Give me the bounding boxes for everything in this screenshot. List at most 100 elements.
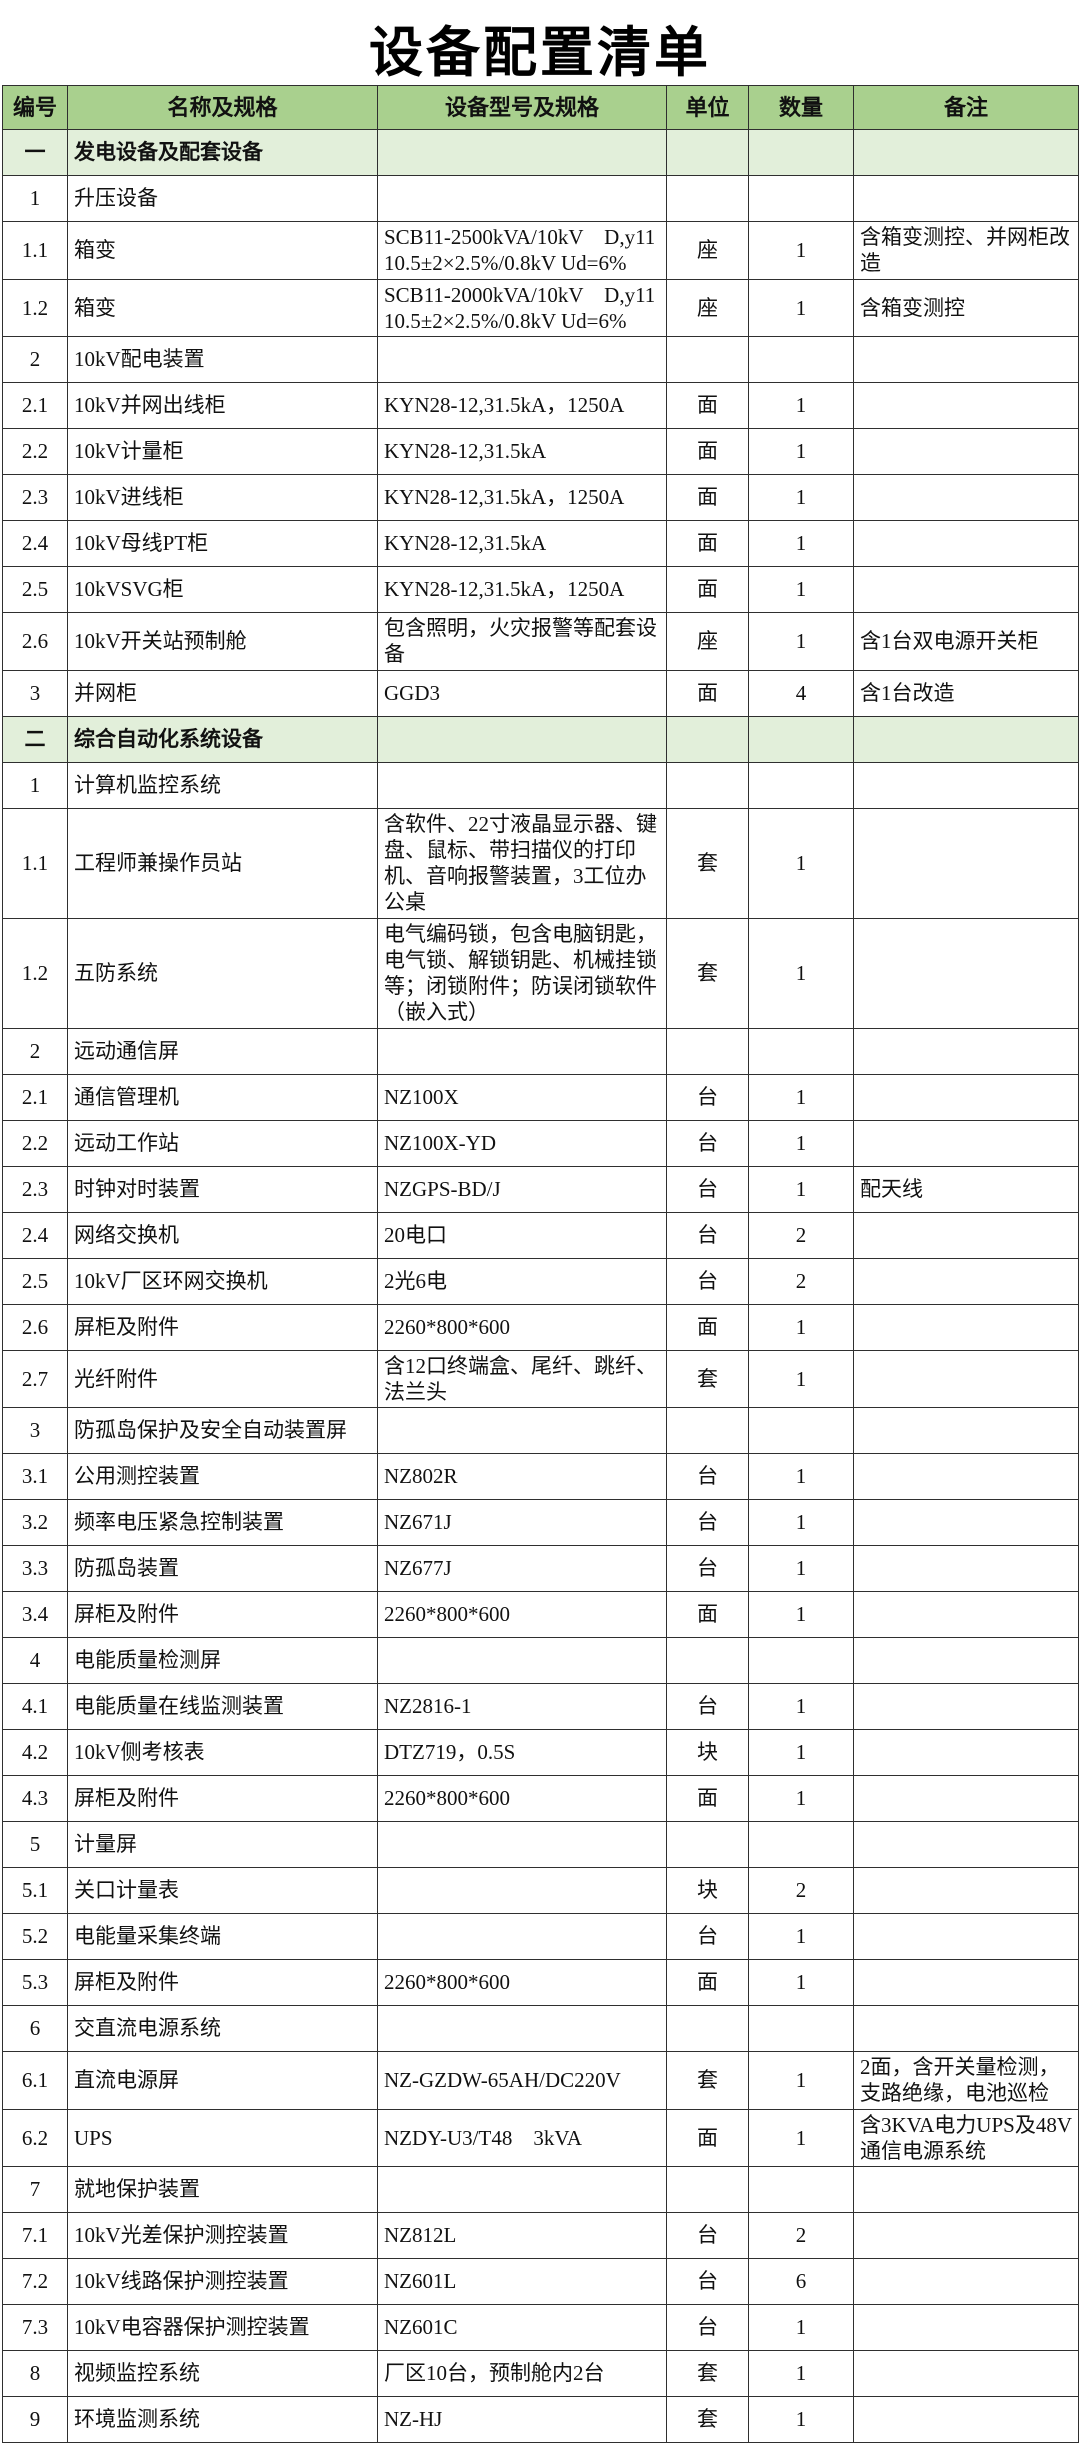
cell-remark [853,1407,1079,1454]
cell-remark [853,1119,1079,1167]
cell-name: UPS [67,2108,378,2167]
cell-name: 并网柜 [67,669,378,717]
cell-unit: 台 [666,1545,749,1592]
cell-name: 电能质量在线监测装置 [67,1683,378,1730]
cell-quantity [748,761,854,809]
cell-quantity: 1 [748,428,854,475]
cell-unit [666,175,749,222]
cell-number: 7 [2,2166,68,2213]
cell-remark: 含1台改造 [853,669,1079,717]
cell-name: 屏柜及附件 [67,1303,378,1351]
cell-model: NZ-GZDW-65AH/DC220V [377,2051,667,2110]
cell-quantity [748,175,854,222]
table-row: 9 环境监测系统 NZ-HJ 套 1 [2,2396,1079,2443]
table-row: 7.2 10kV线路保护测控装置 NZ601L 台 6 [2,2258,1079,2305]
table-row: 1.1 工程师兼操作员站 含软件、22寸液晶显示器、键盘、鼠标、带扫描仪的打印机… [2,807,1079,919]
cell-model: NZGPS-BD/J [377,1165,667,1213]
cell-number: 2.5 [2,566,68,613]
cell-quantity: 1 [748,2108,854,2167]
cell-quantity: 1 [748,1545,854,1592]
cell-number: 5.3 [2,1959,68,2006]
cell-model: KYN28-12,31.5kA，1250A [377,566,667,613]
cell-unit: 面 [666,669,749,717]
cell-number: 2.6 [2,1303,68,1351]
table-row: 3 并网柜 GGD3 面 4 含1台改造 [2,669,1079,717]
cell-remark [853,336,1079,383]
cell-remark [853,1499,1079,1546]
cell-number: 2.2 [2,1119,68,1167]
table-row: 1.2 箱变 SCB11-2000kVA/10kV D,y11 10.5±2×2… [2,278,1079,337]
cell-name: 时钟对时装置 [67,1165,378,1213]
cell-unit: 台 [666,1453,749,1500]
cell-quantity: 1 [748,2304,854,2351]
cell-quantity: 1 [748,2396,854,2443]
cell-quantity [748,1637,854,1684]
cell-remark [853,382,1079,429]
cell-remark [853,1913,1079,1960]
cell-model [377,2005,667,2052]
cell-unit: 套 [666,2350,749,2397]
cell-number: 4.3 [2,1775,68,1822]
header-remark: 备注 [853,85,1079,130]
cell-name: 10kVSVG柜 [67,566,378,613]
cell-model: 包含照明，火灾报警等配套设备 [377,612,667,671]
cell-remark [853,2005,1079,2052]
cell-quantity: 1 [748,1073,854,1121]
cell-name: 发电设备及配套设备 [67,129,378,176]
cell-name: 10kV母线PT柜 [67,520,378,567]
cell-model: NZ-HJ [377,2396,667,2443]
cell-name: 10kV配电装置 [67,336,378,383]
cell-name: 10kV计量柜 [67,428,378,475]
cell-model [377,175,667,222]
cell-remark: 2面，含开关量检测，支路绝缘，电池巡检 [853,2051,1079,2110]
cell-model [377,761,667,809]
cell-name: 网络交换机 [67,1211,378,1259]
cell-name: 就地保护装置 [67,2166,378,2213]
cell-quantity: 1 [748,1165,854,1213]
cell-model: 2260*800*600 [377,1775,667,1822]
cell-unit: 面 [666,2108,749,2167]
cell-quantity: 2 [748,1211,854,1259]
table-row: 3.4 屏柜及附件 2260*800*600 面 1 [2,1591,1079,1638]
table-row: 2.5 10kV厂区环网交换机 2光6电 台 2 [2,1257,1079,1305]
cell-model [377,715,667,763]
table-row: 3.2 频率电压紧急控制装置 NZ671J 台 1 [2,1499,1079,1546]
cell-remark: 含箱变测控、并网柜改造 [853,221,1079,280]
page-title: 设备配置清单 [369,23,711,83]
cell-remark: 含3KVA电力UPS及48V通信电源系统 [853,2108,1079,2167]
cell-name: 箱变 [67,221,378,280]
cell-name: 计量屏 [67,1821,378,1868]
cell-model: 厂区10台，预制舱内2台 [377,2350,667,2397]
cell-number: 5.1 [2,1867,68,1914]
cell-name: 防孤岛保护及安全自动装置屏 [67,1407,378,1454]
cell-name: 10kV并网出线柜 [67,382,378,429]
table-row: 1 升压设备 [2,175,1079,222]
cell-name: 箱变 [67,278,378,337]
cell-model [377,129,667,176]
cell-remark [853,2304,1079,2351]
cell-model: 含软件、22寸液晶显示器、键盘、鼠标、带扫描仪的打印机、音响报警装置，3工位办公… [377,807,667,919]
cell-unit: 台 [666,2304,749,2351]
cell-number: 1.2 [2,278,68,337]
cell-unit: 台 [666,1257,749,1305]
cell-number: 2.7 [2,1349,68,1408]
table-row: 1 计算机监控系统 [2,761,1079,809]
cell-number: 2.4 [2,520,68,567]
cell-quantity [748,336,854,383]
cell-unit [666,1407,749,1454]
cell-quantity: 1 [748,1913,854,1960]
table-row: 6 交直流电源系统 [2,2005,1079,2052]
cell-model: NZ802R [377,1453,667,1500]
header-unit: 单位 [666,85,749,130]
cell-model: 含12口终端盒、尾纤、跳纤、法兰头 [377,1349,667,1408]
cell-remark [853,1073,1079,1121]
cell-number: 2.5 [2,1257,68,1305]
cell-number: 二 [2,715,68,763]
table-row: 4.2 10kV侧考核表 DTZ719，0.5S 块 1 [2,1729,1079,1776]
table-row: 3.1 公用测控装置 NZ802R 台 1 [2,1453,1079,1500]
cell-remark [853,129,1079,176]
cell-name: 远动工作站 [67,1119,378,1167]
cell-quantity: 1 [748,520,854,567]
cell-unit: 座 [666,278,749,337]
cell-quantity: 1 [748,1453,854,1500]
